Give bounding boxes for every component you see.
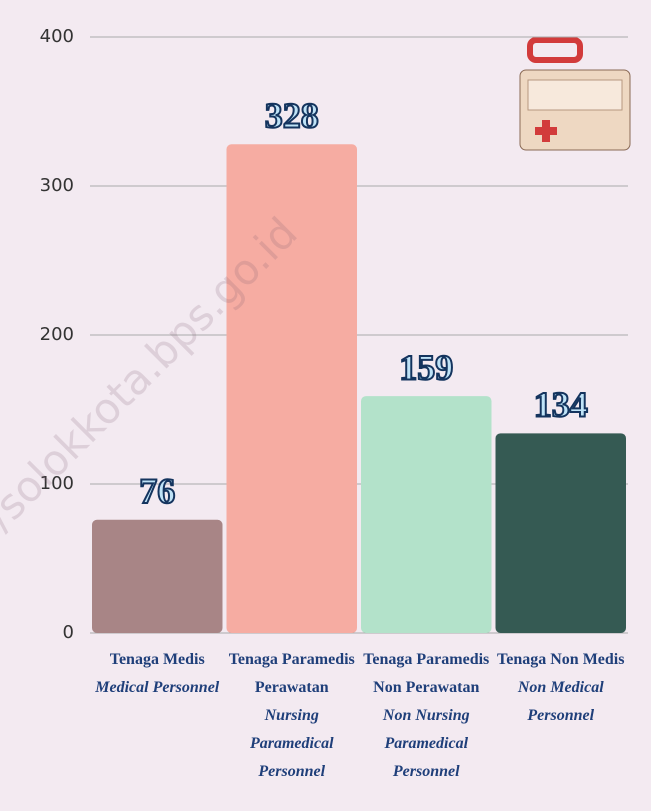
first-aid-icon <box>519 37 631 151</box>
value-label: 134 <box>534 385 588 425</box>
category-name: Tenaga Non Medis <box>497 651 625 668</box>
category-name-en: Medical Personnel <box>95 679 220 696</box>
bar <box>92 519 223 633</box>
y-tick-label: 0 <box>63 622 74 643</box>
bar <box>361 396 492 633</box>
y-tick-label: 100 <box>40 473 74 494</box>
value-label: 328 <box>265 96 319 136</box>
bar <box>495 433 626 633</box>
category-name-en: Nursing Paramedical Personnel <box>249 707 334 780</box>
y-tick-label: 400 <box>40 26 74 47</box>
bar <box>226 144 357 633</box>
category-name: Tenaga Paramedis Non Perawatan <box>363 651 490 696</box>
category-name: Tenaga Paramedis Perawatan <box>228 651 355 696</box>
category-label: Tenaga Medis Medical Personnel <box>90 646 224 702</box>
value-label: 159 <box>399 347 453 387</box>
y-tick-label: 300 <box>40 175 74 196</box>
y-tick-label: 200 <box>40 324 74 345</box>
category-label: Tenaga Paramedis Perawatan Nursing Parame… <box>225 646 359 786</box>
category-name-en: Non Nursing Paramedical Personnel <box>382 707 470 780</box>
category-name-en: Non Medical Personnel <box>517 679 604 724</box>
category-name: Tenaga Medis <box>109 651 205 668</box>
category-label: Tenaga Paramedis Non Perawatan Non Nursin… <box>359 646 493 786</box>
category-label: Tenaga Non Medis Non Medical Personnel <box>494 646 628 730</box>
value-label: 76 <box>139 471 175 511</box>
